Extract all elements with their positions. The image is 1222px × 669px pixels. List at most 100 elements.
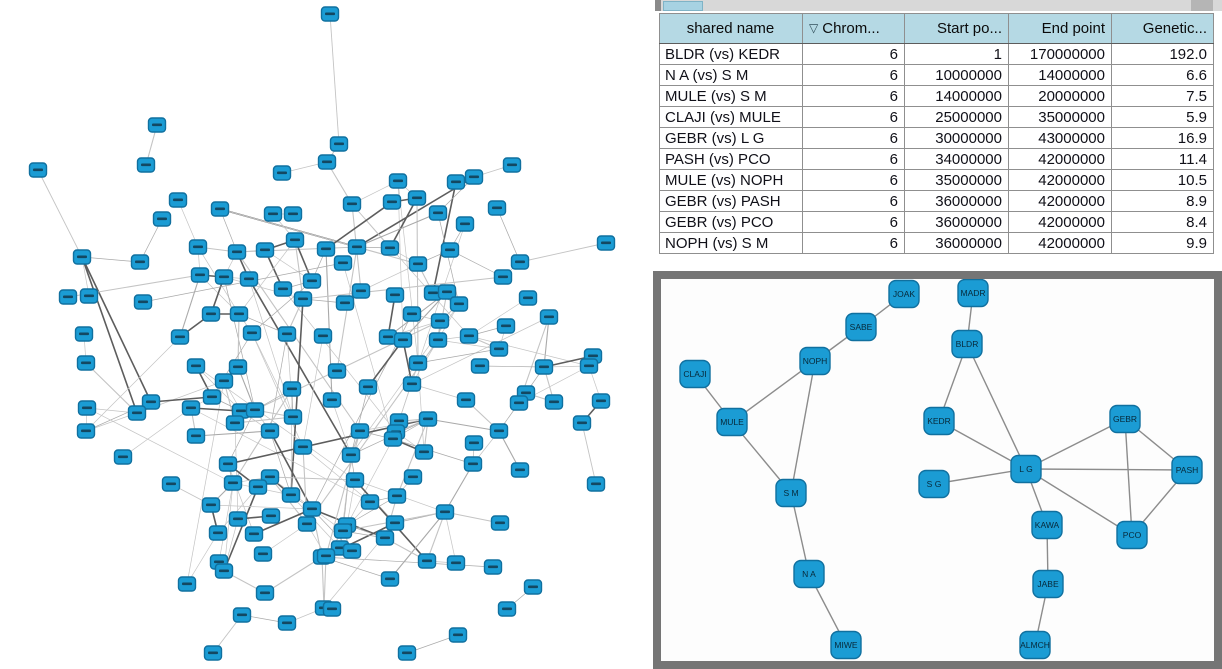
table-cell: 6	[802, 106, 905, 128]
edge-attribute-table-panel: shared name ▽ Chrom... Start po... End po…	[659, 13, 1215, 254]
column-header-genetic[interactable]: Genetic...	[1111, 13, 1214, 44]
table-row[interactable]: MULE (vs) NOPH 6 35000000 42000000 10.5	[659, 169, 1214, 191]
main-network-node-label	[338, 529, 348, 533]
table-row[interactable]: MULE (vs) S M 6 14000000 20000000 7.5	[659, 85, 1214, 107]
table-row[interactable]: N A (vs) S M 6 10000000 14000000 6.6	[659, 64, 1214, 86]
column-header-end-point[interactable]: End point	[1008, 13, 1112, 44]
main-network-node-label	[469, 175, 479, 179]
network-edge	[86, 407, 234, 484]
secondary-network-node[interactable]	[888, 279, 920, 309]
main-network-node-label	[388, 437, 398, 441]
secondary-network-node[interactable]	[679, 359, 711, 389]
main-network-node-label	[223, 462, 233, 466]
main-network-node-label	[588, 354, 598, 358]
network-edge	[302, 335, 324, 448]
main-network-node-label	[236, 409, 246, 413]
secondary-network-node[interactable]	[775, 478, 807, 508]
main-network-node-label	[413, 361, 423, 365]
network-edge	[186, 380, 225, 585]
main-network-node-label	[544, 315, 554, 319]
main-network-node-label	[247, 331, 257, 335]
table-cell: 35000000	[904, 169, 1009, 191]
secondary-network-node[interactable]	[716, 407, 748, 437]
network-edge	[218, 482, 234, 563]
secondary-network-node[interactable]	[1031, 510, 1063, 540]
main-network-node-label	[268, 212, 278, 216]
table-cell: GEBR (vs) PASH	[659, 190, 803, 212]
network-edge	[790, 360, 816, 494]
table-cell: CLAJI (vs) MULE	[659, 106, 803, 128]
network-edge	[432, 181, 457, 294]
table-row[interactable]: BLDR (vs) KEDR 6 1 170000000 192.0	[659, 43, 1214, 65]
table-row[interactable]: GEBR (vs) L G 6 30000000 43000000 16.9	[659, 127, 1214, 149]
main-network-node-label	[464, 334, 474, 338]
main-network-node-label	[277, 171, 287, 175]
table-cell: 6	[802, 190, 905, 212]
secondary-network-node[interactable]	[918, 469, 950, 499]
main-network-svg[interactable]	[0, 0, 655, 669]
main-network-node-label	[492, 206, 502, 210]
main-network-canvas[interactable]	[0, 0, 655, 669]
main-network-node-label	[393, 179, 403, 183]
network-edge	[302, 446, 371, 503]
network-edge	[264, 556, 323, 594]
main-network-node-label	[514, 401, 524, 405]
main-network-node-label	[460, 222, 470, 226]
secondary-network-node[interactable]	[1019, 630, 1051, 660]
column-header-start-point[interactable]: Start po...	[904, 13, 1009, 44]
secondary-network-node[interactable]	[1032, 569, 1064, 599]
network-edge	[150, 396, 213, 403]
main-network-node-label	[398, 338, 408, 342]
network-edge	[223, 276, 256, 411]
table-row[interactable]: GEBR (vs) PASH 6 36000000 42000000 8.9	[659, 190, 1214, 212]
table-cell: MULE (vs) NOPH	[659, 169, 803, 191]
secondary-network-node[interactable]	[793, 559, 825, 589]
table-row[interactable]: NOPH (vs) S M 6 36000000 42000000 9.9	[659, 232, 1214, 254]
table-cell: 34000000	[904, 148, 1009, 170]
main-network-node-label	[157, 217, 167, 221]
main-network-node-label	[215, 207, 225, 211]
main-network-node-label	[206, 503, 216, 507]
secondary-network-node[interactable]	[1010, 454, 1042, 484]
main-network-node-label	[219, 275, 229, 279]
network-edge	[389, 197, 418, 249]
table-cell: 43000000	[1008, 127, 1112, 149]
main-network-node-label	[577, 421, 587, 425]
table-row[interactable]: CLAJI (vs) MULE 6 25000000 35000000 5.9	[659, 106, 1214, 128]
table-cell: 30000000	[904, 127, 1009, 149]
secondary-network-node[interactable]	[1116, 520, 1148, 550]
network-edge	[346, 438, 394, 526]
main-network-node-label	[258, 552, 268, 556]
main-network-node-label	[208, 651, 218, 655]
network-edge	[302, 276, 504, 300]
secondary-network-node[interactable]	[923, 406, 955, 436]
secondary-network-node[interactable]	[957, 279, 989, 308]
secondary-network-node[interactable]	[830, 630, 862, 660]
network-edge	[251, 332, 294, 418]
secondary-network-node[interactable]	[1171, 455, 1203, 485]
main-network-node-label	[321, 247, 331, 251]
main-network-node-label	[278, 287, 288, 291]
table-row[interactable]: GEBR (vs) PCO 6 36000000 42000000 8.4	[659, 211, 1214, 233]
secondary-network-node[interactable]	[951, 329, 983, 359]
main-network-node-label	[282, 621, 292, 625]
network-edge	[966, 343, 1027, 470]
network-edge	[210, 504, 313, 510]
main-network-node-label	[521, 391, 531, 395]
main-network-node-label	[494, 347, 504, 351]
secondary-network-node[interactable]	[1109, 404, 1141, 434]
table-row[interactable]: PASH (vs) PCO 6 34000000 42000000 11.4	[659, 148, 1214, 170]
secondary-network-node[interactable]	[799, 346, 831, 376]
network-edge	[581, 422, 597, 485]
column-header-chromosome[interactable]: ▽ Chrom...	[802, 13, 905, 44]
network-edge	[85, 362, 138, 414]
column-header-shared-name[interactable]: shared name	[659, 13, 803, 44]
strip-right-block	[1191, 0, 1213, 11]
main-network-node-label	[265, 429, 275, 433]
network-edge	[1025, 468, 1133, 536]
secondary-network-node[interactable]	[845, 312, 877, 342]
main-network-node-label	[322, 160, 332, 164]
strip-edge	[655, 0, 661, 11]
strip-tab[interactable]	[663, 1, 703, 11]
